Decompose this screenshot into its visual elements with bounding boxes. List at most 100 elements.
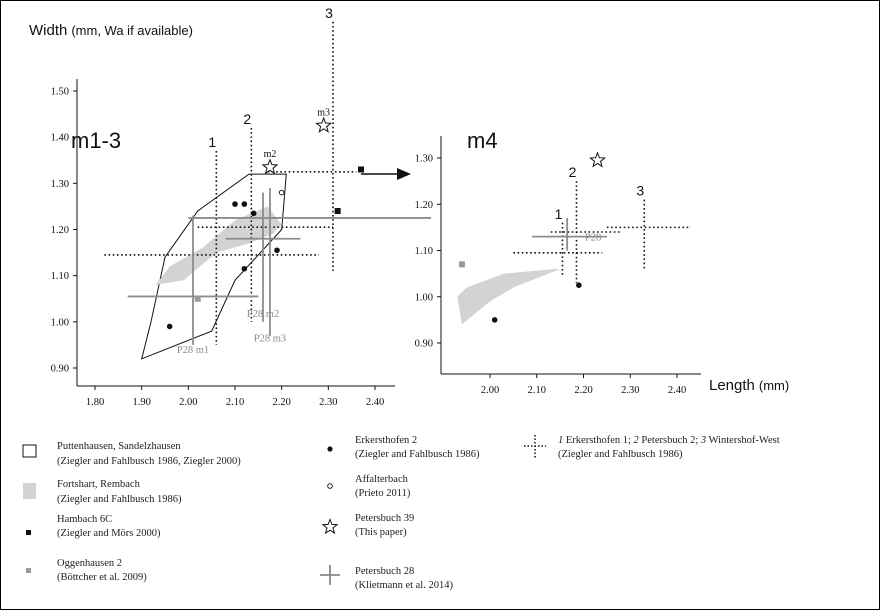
y-tick-label: 1.10 xyxy=(415,246,433,257)
data-point-erkersthofen-2 xyxy=(250,210,257,217)
range-cross-dotted: 3 xyxy=(267,5,357,272)
range-polygon-shaded xyxy=(155,206,282,285)
y-tick-label: 0.90 xyxy=(415,339,433,350)
range-polygon-outline xyxy=(140,173,287,360)
legend-marker-grey-cross xyxy=(320,565,340,585)
legend-marker-black-square xyxy=(26,530,31,535)
panel-label-m4: m4 xyxy=(467,128,498,153)
range-label: 2 xyxy=(243,111,251,127)
range-cross-dotted: 1 xyxy=(513,206,603,276)
range-cross-dotted: 3 xyxy=(606,183,692,269)
data-point-affalterbach xyxy=(278,189,285,196)
y-tick-label: 1.00 xyxy=(415,292,433,303)
legend-item: Hambach 6C (Ziegler and Mörs 2000) xyxy=(26,514,161,539)
svg-text:(Ziegler and Fahlbusch 1986, Z: (Ziegler and Fahlbusch 1986, Ziegler 200… xyxy=(57,456,241,467)
x-tick-label: 2.30 xyxy=(621,385,639,396)
y-axis-unit: (mm, Wa if available) xyxy=(71,23,193,38)
svg-text:(Ziegler and Fahlbusch 1986): (Ziegler and Fahlbusch 1986) xyxy=(57,494,182,505)
range-cross-grey: P28 m3 xyxy=(188,187,431,345)
x-tick-label: 2.20 xyxy=(272,397,290,408)
svg-text:(Ziegler and Mörs 2000): (Ziegler and Mörs 2000) xyxy=(57,528,161,539)
legend-marker-filled-circle xyxy=(327,446,333,452)
data-point-erkersthofen-2 xyxy=(491,317,498,323)
y-tick-label: 1.00 xyxy=(51,317,69,328)
legend-marker-outline-rect xyxy=(22,444,37,458)
svg-text:(Böttcher et al. 2009): (Böttcher et al. 2009) xyxy=(57,572,147,583)
y-tick-label: 1.20 xyxy=(415,200,433,211)
data-point-petersbuch-39 xyxy=(315,116,333,133)
data-point-petersbuch-39 xyxy=(261,158,279,175)
axes-panel-2 xyxy=(440,136,701,375)
y-tick-label: 1.40 xyxy=(51,133,69,144)
arrow-to-m4 xyxy=(361,168,411,180)
svg-text:Petersbuch 39: Petersbuch 39 xyxy=(355,513,414,524)
axes-panel-1 xyxy=(76,79,395,387)
legend-item: Puttenhausen, Sandelzhausen (Ziegler and… xyxy=(22,441,241,467)
x-tick-label: 1.80 xyxy=(86,397,104,408)
range-cross-dotted: 2 xyxy=(550,164,621,283)
svg-text:Affalterbach: Affalterbach xyxy=(355,474,409,485)
data-point-hambach-6c xyxy=(334,208,341,215)
data-point-erkersthofen-2 xyxy=(232,201,238,207)
svg-text:(Ziegler and Fahlbusch 1986): (Ziegler and Fahlbusch 1986) xyxy=(558,449,683,460)
x-tick-label: 2.00 xyxy=(179,397,197,408)
range-label: 1 xyxy=(208,134,216,150)
data-point-oggenhausen-2 xyxy=(458,261,465,268)
range-cross-dotted: 2 xyxy=(197,111,333,322)
x-tick-label: 2.40 xyxy=(668,385,686,396)
legend-marker-shaded-rect xyxy=(23,483,36,499)
range-cross-grey: P28 m1 xyxy=(127,215,259,356)
y-tick-label: 1.20 xyxy=(51,225,69,236)
legend-marker-grey-square xyxy=(26,568,31,573)
legend-item: Fortshart, Rembach (Ziegler and Fahlbusc… xyxy=(23,479,182,505)
legend-item: Petersbuch 39 (This paper) xyxy=(321,513,414,538)
y-axis-title: Width (mm, Wa if available) xyxy=(29,22,193,39)
data-point-hambach-6c xyxy=(358,166,364,173)
svg-text:(Klietmann et al. 2014): (Klietmann et al. 2014) xyxy=(355,580,453,591)
svg-text:Hambach 6C: Hambach 6C xyxy=(57,514,112,525)
y-tick-label: 1.30 xyxy=(51,179,69,190)
svg-text:Erkersthofen 2: Erkersthofen 2 xyxy=(355,435,417,446)
legend-item: Erkersthofen 2 (Ziegler and Fahlbusch 19… xyxy=(327,435,480,460)
svg-text:Fortshart, Rembach: Fortshart, Rembach xyxy=(57,479,141,490)
star-label: m2 xyxy=(264,149,277,160)
range-label: 3 xyxy=(325,5,333,21)
legend-item: Affalterbach (Prieto 2011) xyxy=(327,474,411,499)
range-polygon-shaded xyxy=(457,269,561,325)
x-axis-unit: (mm) xyxy=(759,378,789,393)
legend-item: 1 Erkersthofen 1; 2 Petersbuch 2; 3 Wint… xyxy=(524,435,780,460)
data-point-erkersthofen-2 xyxy=(166,323,173,330)
y-tick-label: 1.30 xyxy=(415,154,433,165)
range-cross-grey: P28 xyxy=(532,218,607,251)
range-label: P28 m2 xyxy=(247,309,279,320)
data-point-erkersthofen-2 xyxy=(576,282,582,288)
plot-panel-1: 1.80 1.90 2.00 2.10 2.20 2.30 2.40 0.90 1.00 1.10… xyxy=(51,5,431,408)
range-label: 1 xyxy=(555,206,563,222)
legend-marker-star xyxy=(321,518,339,535)
x-axis-title: Length (mm) xyxy=(709,377,789,394)
data-point-petersbuch-39 xyxy=(589,151,607,168)
panel-label-m1-3: m1-3 xyxy=(71,128,121,153)
range-label: P28 m3 xyxy=(254,334,286,345)
y-tick-label: 1.50 xyxy=(51,87,69,98)
legend: Puttenhausen, Sandelzhausen (Ziegler and… xyxy=(22,435,780,591)
svg-text:Puttenhausen, Sandelzhausen: Puttenhausen, Sandelzhausen xyxy=(57,441,181,452)
y-tick-label: 0.90 xyxy=(51,364,69,375)
range-label: P28 m1 xyxy=(177,345,209,356)
legend-item: Petersbuch 28 (Klietmann et al. 2014) xyxy=(320,565,453,591)
range-label: 3 xyxy=(636,183,644,199)
y-tick-label: 1.10 xyxy=(51,271,69,282)
legend-item: Oggenhausen 2 (Böttcher et al. 2009) xyxy=(26,558,147,583)
svg-text:Petersbuch 28: Petersbuch 28 xyxy=(355,566,414,577)
x-tick-label: 2.20 xyxy=(574,385,592,396)
x-tick-label: 1.90 xyxy=(132,397,150,408)
svg-text:(This paper): (This paper) xyxy=(355,527,407,538)
data-point-erkersthofen-2 xyxy=(241,201,248,207)
legend-marker-open-circle xyxy=(327,483,333,489)
star-label: m3 xyxy=(317,108,330,119)
svg-text:(Ziegler and Fahlbusch 1986): (Ziegler and Fahlbusch 1986) xyxy=(355,449,480,460)
range-label: P28 xyxy=(585,233,601,244)
legend-marker-dotted-cross xyxy=(524,435,546,459)
plot-panel-2: 2.00 2.10 2.20 2.30 2.40 0.90 1.00 1.10 1.20 1.30… xyxy=(415,151,692,396)
x-tick-label: 2.30 xyxy=(319,397,337,408)
